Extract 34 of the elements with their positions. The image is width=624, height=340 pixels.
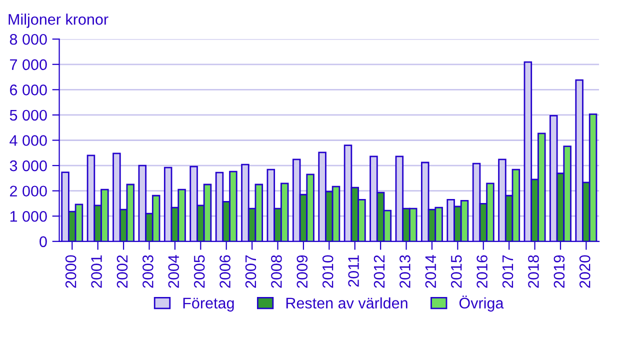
- x-tick-label: 2002: [116, 255, 128, 288]
- y-tick-label: 6 000: [10, 84, 47, 96]
- x-tick-label: 2016: [476, 255, 488, 288]
- y-tick-label: 8 000: [10, 34, 47, 45]
- y-tick-label: 4 000: [10, 135, 47, 146]
- x-tick-label: 2003: [142, 255, 154, 288]
- x-tick-label: 2006: [220, 255, 230, 288]
- y-tick-label: 5 000: [10, 110, 47, 121]
- x-tick-label: 2020: [579, 255, 590, 288]
- x-tick-label: 2008: [271, 255, 282, 288]
- y-tick-label: 2 000: [10, 186, 47, 197]
- x-tick-label: 2013: [400, 255, 410, 288]
- legend-label: Övriga: [459, 296, 504, 312]
- x-tick-label: 2015: [450, 255, 462, 288]
- y-tick-label: 1 000: [10, 210, 47, 222]
- x-tick-label: 2001: [91, 255, 102, 288]
- y-tick-label: 0: [40, 236, 47, 248]
- x-tick-label: 2014: [425, 255, 436, 288]
- x-tick-label: 2004: [168, 255, 180, 288]
- x-tick-label: 2019: [554, 255, 565, 288]
- legend-label: Resten av världen: [286, 297, 408, 309]
- y-tick-label: 3 000: [10, 160, 47, 172]
- x-tick-label: 2011: [348, 255, 359, 287]
- x-tick-label: 2017: [502, 255, 514, 288]
- x-tick-label: 2007: [245, 255, 256, 288]
- y-axis-title: Miljoner kronor: [8, 14, 108, 28]
- x-tick-label: 2012: [374, 255, 385, 288]
- y-tick-label: 7 000: [10, 59, 47, 70]
- legend-label: Företag: [183, 298, 234, 312]
- x-tick-label: 2018: [528, 255, 539, 288]
- x-tick-label: 2000: [65, 255, 76, 288]
- x-tick-label: 2009: [296, 255, 308, 288]
- x-tick-label: 2010: [322, 255, 334, 288]
- x-tick-label: 2005: [194, 255, 205, 288]
